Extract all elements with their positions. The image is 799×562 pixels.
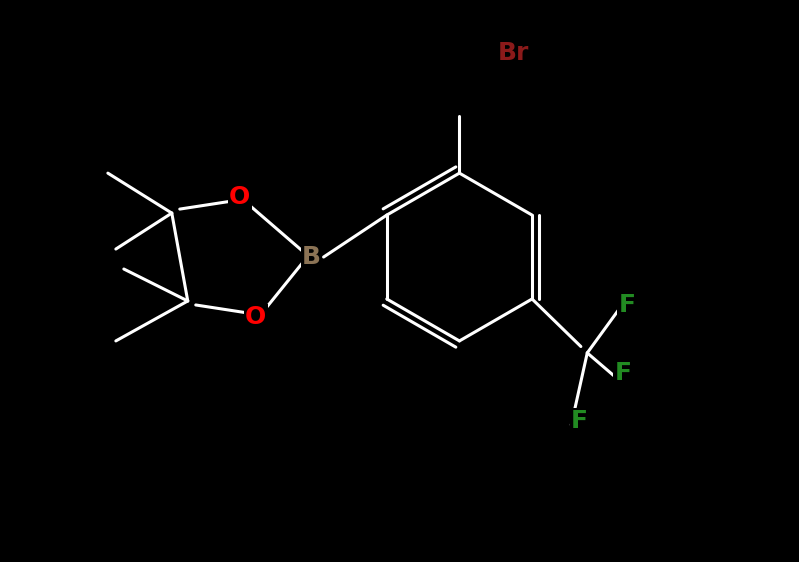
Text: F: F <box>614 361 632 385</box>
Text: B: B <box>302 245 321 269</box>
Text: F: F <box>618 293 636 317</box>
Text: Br: Br <box>497 41 529 65</box>
Text: O: O <box>245 305 266 329</box>
Text: F: F <box>570 409 588 433</box>
Text: O: O <box>229 185 250 209</box>
